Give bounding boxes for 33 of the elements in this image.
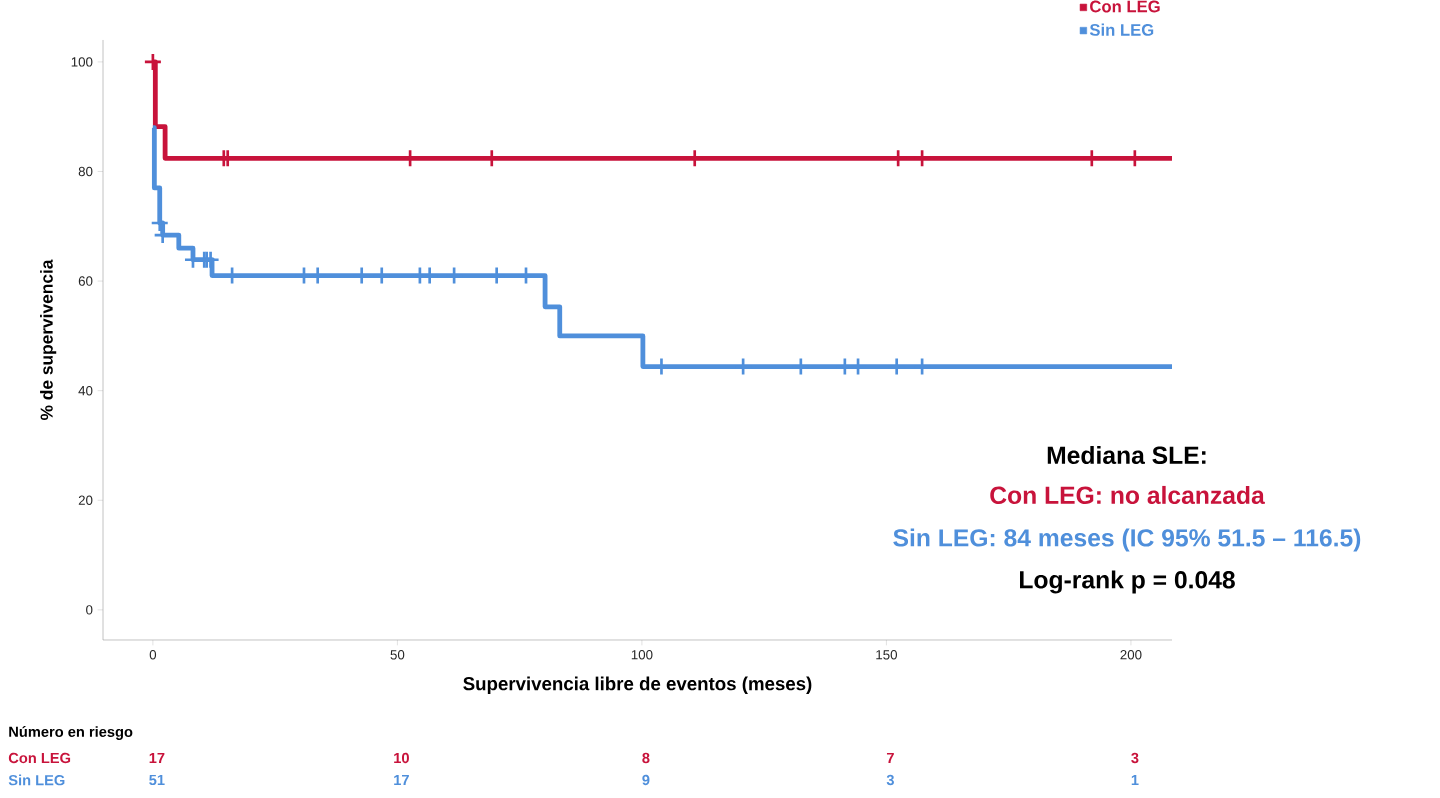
x-tick-label: 200 [1120,650,1142,660]
text: 9 [642,774,650,786]
y-tick-label: 20 [78,495,93,505]
legend-label: Sin LEG [1089,23,1154,36]
y-tick-label: 80 [78,166,93,177]
x-tick-label: 0 [149,650,157,660]
y-tick-label: 40 [78,385,93,396]
annotation: Sin LEG: 84 meses (IC 95% 51.5 – 116.5) [893,528,1361,552]
y-axis-title: % de supervivencia [40,259,57,420]
y-tick-label: 100 [71,57,93,67]
text: 8 [642,752,650,764]
text: 10 [394,752,409,764]
legend-label: Con LEG [1090,0,1160,13]
text: Número en riesgo [9,726,133,740]
y-tick-label: 0 [86,605,93,615]
text: 51 [149,774,165,786]
annotation: Con LEG: no alcanzada [990,485,1265,505]
text: 3 [1131,752,1139,764]
text: 3 [886,774,894,786]
y-tick-label: 60 [78,276,93,286]
x-tick-label: 150 [876,650,898,660]
text: 17 [149,752,165,764]
text: Sin LEG [8,774,65,786]
x-axis-title: Supervivencia libre de eventos (meses) [463,676,812,695]
annotation: Log-rank p = 0.048 [1020,570,1235,594]
annotation: Mediana SLE: [1047,445,1206,465]
text: Con LEG [8,752,71,764]
text: 7 [886,752,894,764]
x-tick-label: 100 [631,650,653,660]
x-tick-label: 50 [390,650,405,660]
point [143,52,163,72]
text: 1 [1131,774,1139,786]
text: 17 [394,774,409,786]
